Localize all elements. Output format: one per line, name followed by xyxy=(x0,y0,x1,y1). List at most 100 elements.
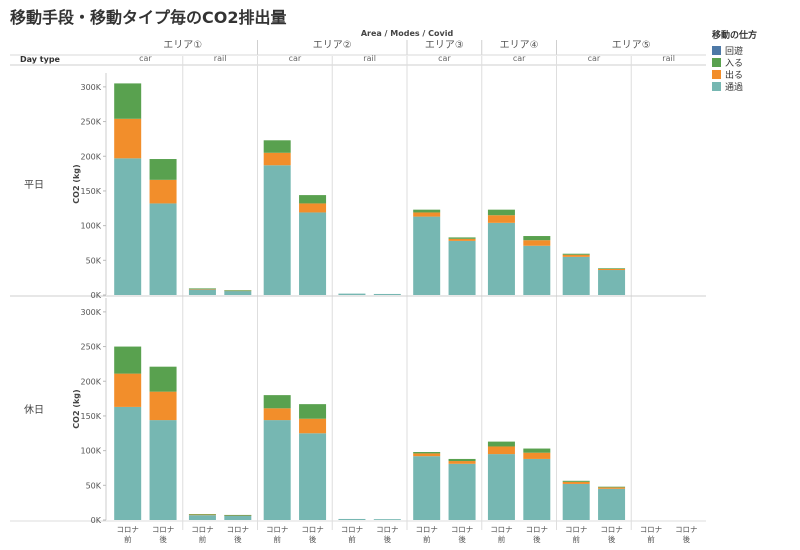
bar-segment-通過 xyxy=(373,293,401,295)
bar-segment-入る xyxy=(523,236,551,241)
bar-segment-通過 xyxy=(448,463,476,520)
x-category-label: コロナ前 xyxy=(341,525,364,544)
y-axis-title: CO2 (kg) xyxy=(72,164,81,203)
bar-segment-入る xyxy=(299,404,327,419)
bar-segment-入る xyxy=(224,290,252,291)
y-tick-label: 0K xyxy=(91,291,102,300)
legend-item-hairu[interactable]: 入る xyxy=(712,56,757,69)
x-category-label: コロナ前 xyxy=(565,525,588,544)
bar-segment-出る xyxy=(487,215,515,223)
mode-header: rail xyxy=(662,54,675,63)
bar-segment-入る xyxy=(413,452,441,454)
bar-segment-通過 xyxy=(413,216,441,295)
bar-segment-出る xyxy=(562,481,590,484)
bar-segment-入る xyxy=(523,448,551,453)
bar-segment-入る xyxy=(188,514,216,515)
bar-segment-入る xyxy=(263,395,291,409)
bar-segment-出る xyxy=(598,487,626,489)
bar-segment-入る xyxy=(224,514,252,516)
bar-segment-出る xyxy=(413,212,441,217)
y-tick-label: 150K xyxy=(80,412,101,421)
bar-segment-出る xyxy=(448,461,476,464)
legend-item-tsuka[interactable]: 通過 xyxy=(712,80,757,93)
bar-segment-通過 xyxy=(338,293,366,295)
bar-segment-通過 xyxy=(263,165,291,295)
x-category-label: コロナ後 xyxy=(376,525,399,544)
bar-segment-入る xyxy=(598,268,626,269)
bar-segment-通過 xyxy=(487,222,515,295)
bar-segment-入る xyxy=(487,441,515,447)
bar-segment-入る xyxy=(188,288,216,290)
legend-title: 移動の仕方 xyxy=(712,31,758,41)
x-category-label: コロナ後 xyxy=(301,525,324,544)
bar-segment-通過 xyxy=(114,158,142,295)
bar-segment-入る xyxy=(149,159,177,180)
bar-segment-入る xyxy=(562,253,590,255)
bar-segment-通過 xyxy=(338,518,366,520)
bar-segment-出る xyxy=(114,373,142,407)
bar-segment-通過 xyxy=(448,240,476,295)
bar-segment-通過 xyxy=(598,270,626,295)
x-category-label: コロナ後 xyxy=(152,525,175,544)
bar-segment-入る xyxy=(263,140,291,153)
y-tick-label: 50K xyxy=(86,256,102,265)
row-header: Day type xyxy=(20,55,61,64)
bar-segment-通過 xyxy=(487,454,515,520)
y-tick-label: 0K xyxy=(91,516,102,525)
bar-segment-入る xyxy=(487,209,515,216)
mode-header: rail xyxy=(214,54,227,63)
x-category-label: コロナ前 xyxy=(415,525,438,544)
legend-item-deru[interactable]: 出る xyxy=(712,68,757,81)
bar-segment-通過 xyxy=(523,458,551,520)
y-tick-label: 150K xyxy=(80,187,101,196)
bar-segment-通過 xyxy=(224,515,252,520)
bar-segment-入る xyxy=(448,458,476,462)
bar-segment-通過 xyxy=(149,420,177,520)
mode-header: car xyxy=(438,54,451,63)
x-category-label: コロナ前 xyxy=(116,525,139,544)
x-category-label: コロナ前 xyxy=(191,525,214,544)
mode-header: rail xyxy=(363,54,376,63)
bar-segment-通過 xyxy=(523,245,551,295)
bar-segment-入る xyxy=(448,237,476,239)
x-category-label: コロナ後 xyxy=(451,525,474,544)
bar-segment-出る xyxy=(188,288,216,290)
bar-segment-出る xyxy=(149,391,177,421)
bar-segment-出る xyxy=(149,179,177,204)
x-category-label: コロナ後 xyxy=(675,525,698,544)
legend-item-kaiyu[interactable]: 回遊 xyxy=(712,44,757,57)
y-tick-label: 100K xyxy=(80,222,101,231)
legend-swatch xyxy=(712,69,721,79)
bar-segment-通過 xyxy=(598,488,626,520)
bar-segment-出る xyxy=(263,152,291,166)
bar-segment-入る xyxy=(114,346,142,374)
y-tick-label: 50K xyxy=(86,481,102,490)
bar-segment-入る xyxy=(299,195,327,204)
bar-segment-通過 xyxy=(299,433,327,520)
x-category-label: コロナ後 xyxy=(227,525,250,544)
bar-segment-通過 xyxy=(149,203,177,295)
bar-segment-入る xyxy=(114,83,142,119)
bar-segment-通過 xyxy=(263,420,291,520)
column-header: Area / Modes / Covid xyxy=(361,29,454,38)
legend-label: 入る xyxy=(725,58,744,69)
y-tick-label: 300K xyxy=(80,308,101,317)
bar-segment-出る xyxy=(299,203,327,213)
bar-segment-出る xyxy=(487,446,515,455)
y-tick-label: 200K xyxy=(80,152,101,161)
x-category-label: コロナ後 xyxy=(600,525,623,544)
area-header: エリア② xyxy=(313,40,352,51)
legend-swatch xyxy=(712,45,721,55)
y-tick-label: 200K xyxy=(80,377,101,386)
bar-segment-入る xyxy=(598,486,626,488)
bar-segment-通過 xyxy=(373,519,401,520)
bar-segment-入る xyxy=(562,480,590,482)
bar-segment-入る xyxy=(149,366,177,392)
bar-segment-出る xyxy=(562,254,590,257)
area-header: エリア① xyxy=(163,40,202,51)
legend-swatch xyxy=(712,81,721,91)
mode-header: car xyxy=(513,54,526,63)
bar-segment-出る xyxy=(114,118,142,159)
day-type-label: 休日 xyxy=(24,404,44,416)
